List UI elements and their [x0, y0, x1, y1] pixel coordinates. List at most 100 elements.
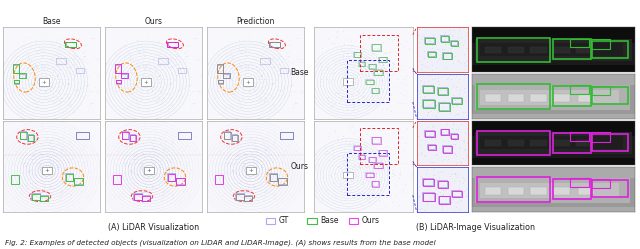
Point: [61, 174, 71, 178]
Point: [257, 160, 268, 164]
Point: [260, 95, 270, 99]
Point: [35, 189, 45, 193]
Point: [253, 151, 264, 155]
Point: [19, 184, 29, 188]
Point: [422, 201, 433, 205]
Bar: [354, 146, 361, 150]
Point: [253, 158, 263, 162]
Point: [38, 166, 49, 170]
Point: [335, 184, 346, 188]
Point: [401, 141, 411, 145]
Bar: [232, 134, 237, 141]
Point: [412, 204, 422, 208]
Bar: [243, 78, 253, 86]
Point: [228, 63, 238, 67]
Point: [236, 148, 246, 152]
Point: [333, 91, 344, 95]
Point: [241, 68, 252, 72]
Point: [144, 61, 154, 65]
Point: [291, 142, 301, 146]
Point: [262, 64, 273, 68]
Point: [262, 191, 272, 195]
Point: [148, 141, 159, 145]
Point: [389, 145, 399, 149]
Point: [429, 166, 440, 170]
Point: [458, 181, 468, 185]
Point: [70, 74, 80, 78]
Point: [360, 56, 371, 60]
Point: [155, 74, 165, 78]
Point: [223, 161, 233, 165]
Point: [118, 74, 128, 78]
Text: +: +: [143, 80, 148, 85]
Bar: [167, 173, 175, 181]
Point: [125, 92, 136, 96]
Bar: [122, 131, 129, 139]
Point: [269, 44, 280, 48]
Point: [164, 168, 174, 172]
Point: [342, 182, 353, 186]
Point: [19, 164, 29, 168]
Point: [448, 27, 458, 31]
Point: [124, 78, 134, 82]
Point: [459, 188, 469, 192]
Point: [380, 149, 390, 153]
Point: [143, 63, 153, 67]
Point: [397, 135, 407, 139]
Point: [109, 162, 120, 166]
Point: [266, 180, 276, 184]
Point: [328, 104, 338, 108]
Point: [323, 99, 333, 103]
Point: [62, 168, 72, 172]
Point: [417, 34, 427, 38]
Point: [260, 142, 270, 146]
Point: [253, 173, 264, 177]
Bar: [452, 191, 461, 197]
Point: [35, 45, 45, 49]
Point: [413, 196, 423, 200]
Bar: [374, 163, 383, 168]
Point: [277, 60, 287, 63]
Point: [342, 155, 353, 159]
Point: [70, 110, 80, 114]
Bar: [438, 181, 449, 188]
Point: [253, 187, 264, 190]
Point: [257, 92, 268, 96]
Point: [120, 75, 130, 79]
Point: [134, 181, 144, 185]
Point: [260, 194, 270, 198]
Bar: [359, 62, 365, 66]
Point: [251, 178, 261, 182]
Point: [287, 120, 298, 124]
Point: [323, 80, 333, 84]
Point: [108, 182, 118, 186]
Point: [245, 164, 255, 168]
Bar: [56, 58, 66, 64]
Point: [273, 174, 283, 178]
Point: [20, 141, 30, 145]
Point: [147, 158, 157, 162]
Point: [240, 173, 250, 177]
Point: [260, 162, 270, 166]
Point: [422, 110, 433, 114]
Point: [342, 71, 353, 75]
Point: [451, 112, 461, 116]
Point: [236, 186, 246, 190]
Point: [278, 175, 288, 179]
Point: [159, 87, 170, 91]
Point: [427, 106, 437, 110]
Point: [144, 154, 154, 158]
Point: [454, 28, 464, 32]
Point: [54, 180, 64, 184]
Point: [287, 193, 298, 197]
Point: [65, 64, 76, 68]
Point: [29, 153, 39, 157]
Point: [136, 45, 147, 49]
Point: [221, 161, 232, 165]
Point: [374, 48, 385, 52]
Point: [248, 85, 258, 89]
Point: [274, 74, 284, 78]
Point: [376, 59, 387, 63]
Point: [35, 168, 45, 172]
Point: [134, 135, 144, 139]
